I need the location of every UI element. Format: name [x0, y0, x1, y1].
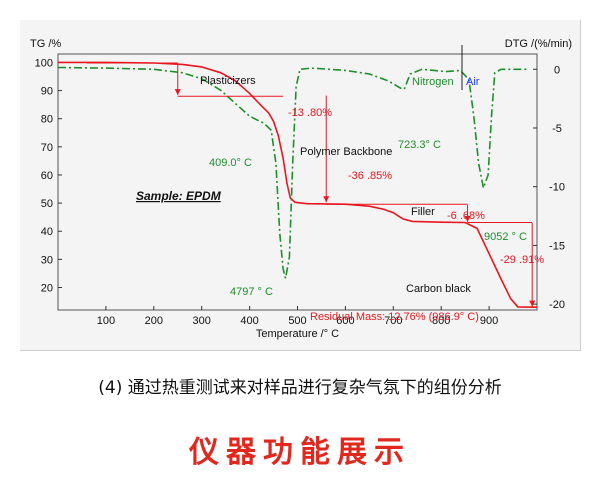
sample-label: Sample: EPDM	[136, 189, 222, 203]
x-tick-label: 900	[480, 315, 498, 327]
y-left-tick-label: 20	[41, 282, 53, 294]
section-title: 仪器功能展示	[189, 435, 411, 470]
polymer-backbone-label: Polymer Backbone	[300, 146, 392, 158]
step4-arrow-head	[529, 300, 536, 307]
x-tick-label: 300	[193, 315, 211, 327]
peak4-label: 9052 ° C	[484, 231, 527, 243]
carbon-black-label: Carbon black	[406, 283, 471, 295]
x-tick-label: 100	[97, 315, 115, 327]
y-left-tick-label: 60	[41, 170, 53, 182]
peak1-label: 409.0° C	[209, 157, 252, 169]
y-left-tick-label: 50	[41, 198, 53, 210]
x-tick-label: 800	[432, 315, 450, 327]
x-tick-label: 600	[336, 315, 354, 327]
y-right-tick-label: 0	[554, 64, 560, 76]
plot-frame	[57, 53, 538, 311]
step4-value: -29 .91%	[500, 254, 544, 266]
legend-air: Air	[466, 76, 480, 88]
plasticizers-label: Plasticizers	[200, 75, 256, 87]
x-tick-label: 200	[145, 315, 163, 327]
step1-arrow-head	[174, 89, 181, 96]
x-tick-label: 400	[240, 315, 258, 327]
peak3-label: 723.3° C	[398, 139, 441, 151]
y-right-tick-label: -5	[552, 123, 562, 135]
y-right-tick-label: -10	[549, 182, 565, 194]
peak2-label: 4797 ° C	[230, 286, 273, 298]
y-left-tick-label: 30	[41, 254, 53, 266]
legend-nitrogen: Nitrogen	[412, 76, 454, 88]
chart-panel: 100 200 300 400 500 600 700 800 900 20 30 40 50 60 70 8…	[20, 20, 581, 351]
step2-value: -36 .85%	[348, 170, 392, 182]
step3-value: -6 .68%	[447, 210, 485, 222]
x-tick-label: 500	[288, 315, 306, 327]
y-left-tick-label: 90	[41, 86, 53, 98]
step3-arrow-head	[464, 215, 471, 222]
filler-label: Filler	[411, 206, 435, 218]
y-right-tick-label: -20	[549, 299, 565, 311]
y-left-tick-label: 100	[35, 57, 53, 69]
y-left-axis-label: TG /%	[30, 38, 61, 50]
step1-value: -13 .80%	[288, 107, 332, 119]
y-left-tick-label: 80	[41, 114, 53, 126]
step2-arrow-head	[323, 196, 330, 203]
y-right-axis-label: DTG /(%/min)	[505, 38, 572, 50]
residual-mass-label: Residual Mass: 12.76% (986.9° C)	[310, 311, 479, 323]
dtg-curve	[57, 66, 528, 279]
x-tick-label: 700	[384, 315, 402, 327]
y-left-tick-label: 40	[41, 226, 53, 238]
tg-curve	[58, 61, 538, 308]
tga-chart: 100 200 300 400 500 600 700 800 9002030405060708…	[30, 38, 572, 340]
y-right-tick-label: -15	[549, 240, 565, 252]
x-axis-label: Temperature /° C	[256, 328, 339, 340]
figure-caption: (4) 通过热重测试来对样品进行复杂气氛下的组份分析	[98, 378, 502, 398]
y-left-tick-label: 70	[41, 142, 53, 154]
